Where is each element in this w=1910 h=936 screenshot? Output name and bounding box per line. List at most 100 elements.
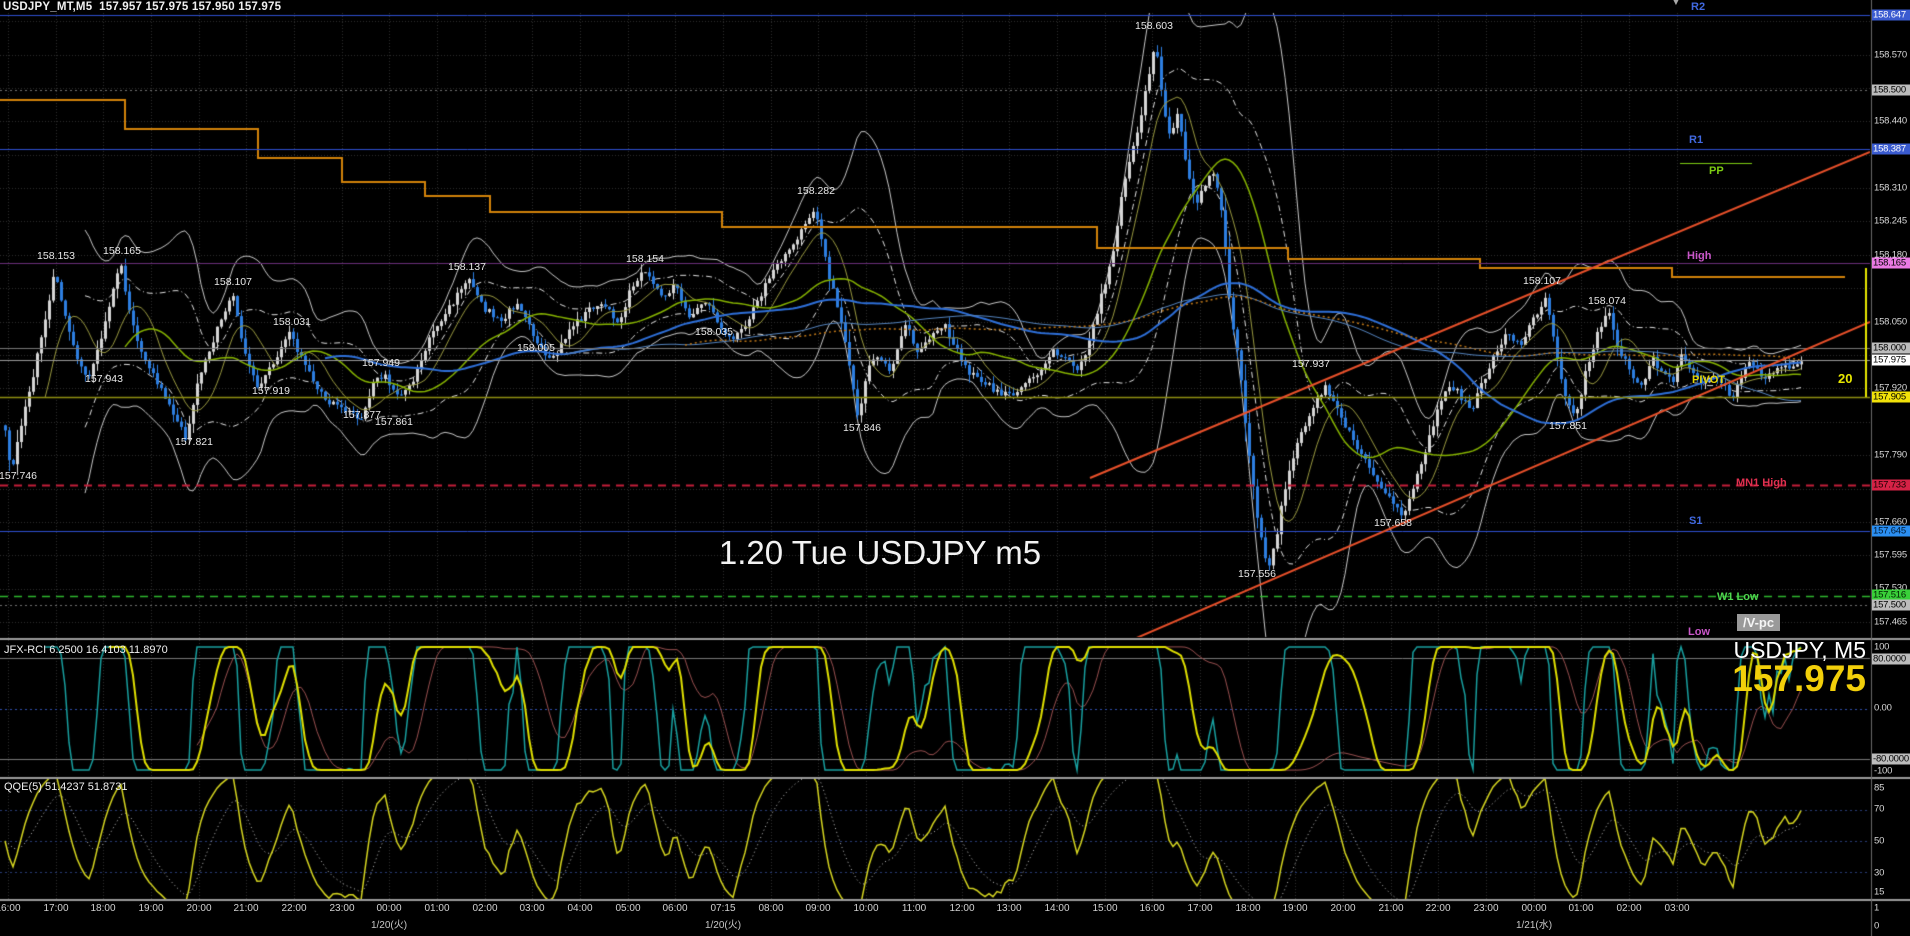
swing-label: 157.943 (85, 373, 123, 385)
swing-label: 157.877 (343, 409, 381, 421)
time-axis-label: 13:00 (996, 903, 1022, 914)
rci-big-price: 157.975 (1732, 658, 1866, 699)
swing-label: 158.282 (797, 185, 835, 197)
time-axis-label: 20:00 (186, 903, 212, 914)
swing-label: 157.746 (0, 470, 37, 482)
swing-label: 158.107 (214, 276, 252, 288)
swing-label: 158.153 (37, 250, 75, 262)
time-axis-label: 16:00 (0, 903, 21, 914)
qqe-axis-label: 70 (1874, 803, 1885, 815)
rci-axis-badge: 80.0000 (1872, 653, 1910, 665)
swing-label: 158.603 (1135, 20, 1173, 32)
time-axis-label: 00:00 (1521, 903, 1547, 914)
price-axis-badge: 157.516 (1872, 589, 1910, 601)
qqe-axis-label: 30 (1874, 867, 1885, 879)
price-axis-label: 157.595 (1874, 549, 1907, 561)
price-axis-label: 158.440 (1874, 115, 1907, 127)
qqe-axis-label: 1 (1874, 902, 1880, 914)
swing-label: 157.846 (843, 422, 881, 434)
indicator-watermark-badge: /V-pc (1737, 614, 1781, 631)
time-axis-label: 05:00 (615, 903, 641, 914)
price-axis-label: 158.310 (1874, 182, 1907, 194)
swing-label: 158.031 (273, 316, 311, 328)
price-axis-badge: 158.165 (1872, 257, 1910, 269)
time-axis-label: 17:00 (43, 903, 69, 914)
time-axis-label: 23:00 (329, 903, 355, 914)
time-axis-label: 18:00 (1235, 903, 1261, 914)
time-axis-label: 08:00 (758, 903, 784, 914)
price-axis-badge: 158.647 (1872, 9, 1910, 21)
rci-axis-badge: -80.0000 (1872, 753, 1910, 765)
price-axis-badge: 158.387 (1872, 143, 1910, 155)
swing-label: 157.861 (375, 416, 413, 428)
time-axis-label: 18:00 (90, 903, 116, 914)
level-label-R2: R2 (1691, 1, 1706, 13)
time-axis-label: 19:00 (138, 903, 164, 914)
rci-symbol-label: USDJPY, M5 (1733, 637, 1866, 663)
time-axis-label: 09:00 (805, 903, 831, 914)
level-label-PIVOT: PIVOT (1692, 374, 1726, 386)
qqe-axis-label: 85 (1874, 782, 1885, 794)
time-axis-label: 15:00 (1092, 903, 1118, 914)
date-axis-label: 1/20(火) (370, 920, 408, 931)
time-axis-label: 00:00 (376, 903, 402, 914)
time-axis-label: 03:00 (519, 903, 545, 914)
price-axis-badge: 158.000 (1872, 342, 1910, 354)
swing-label: 158.154 (626, 253, 664, 265)
swing-label: 158.005 (517, 342, 555, 354)
time-axis-label: 11:00 (901, 903, 927, 914)
price-axis-badge: 157.905 (1872, 391, 1910, 403)
time-axis-label: 12:00 (949, 903, 975, 914)
swing-label: 157.937 (1292, 358, 1330, 370)
time-axis-label: 19:00 (1282, 903, 1308, 914)
time-axis-label: 04:00 (567, 903, 593, 914)
price-axis-badge: 157.733 (1872, 479, 1910, 491)
price-axis-label: 158.245 (1874, 215, 1907, 227)
date-axis-label: 1/20(火) (704, 920, 742, 931)
time-axis-label: 22:00 (281, 903, 307, 914)
rci-axis-label: 0.00 (1874, 702, 1892, 714)
time-axis-label: 07:15 (710, 903, 736, 914)
time-axis-label: 17:00 (1187, 903, 1213, 914)
time-axis-label: 16:00 (1139, 903, 1165, 914)
chart-title: USDJPY_MT,M5 157.957 157.975 157.950 157… (3, 1, 281, 13)
time-axis-label: 02:00 (1616, 903, 1642, 914)
price-axis-label: 158.050 (1874, 316, 1907, 328)
time-axis-label: 01:00 (424, 903, 450, 914)
swing-label: 158.165 (103, 245, 141, 257)
price-axis-label: 158.180 (1874, 249, 1907, 261)
swing-label: 158.035 (695, 326, 733, 338)
chart-title-ohlc: 157.957 157.975 157.950 157.975 (99, 1, 282, 13)
time-axis-label: 14:00 (1044, 903, 1070, 914)
bar-countdown: 20 (1838, 371, 1853, 386)
chart-shift-marker-icon[interactable]: ▼ (1671, 0, 1681, 8)
time-axis-label: 20:00 (1330, 903, 1356, 914)
price-axis-label: 157.790 (1874, 449, 1907, 461)
time-axis-label: 06:00 (662, 903, 688, 914)
qqe-axis-label: 0 (1874, 920, 1880, 932)
time-axis-label: 21:00 (233, 903, 259, 914)
swing-label: 158.137 (448, 261, 486, 273)
time-axis-label: 03:00 (1664, 903, 1690, 914)
chart-title-symbol: USDJPY_MT,M5 (3, 1, 93, 13)
swing-label: 157.949 (362, 357, 400, 369)
price-axis-badge: 158.500 (1872, 84, 1910, 96)
price-axis-label: 158.570 (1874, 49, 1907, 61)
chart-watermark: 1.20 Tue USDJPY m5 (718, 534, 1042, 571)
price-axis-badge: 157.500 (1872, 599, 1910, 611)
price-axis-label: 157.530 (1874, 582, 1907, 594)
swing-label: 157.919 (252, 385, 290, 397)
swing-label: 158.074 (1588, 295, 1626, 307)
qqe-axis-label: 50 (1874, 835, 1885, 847)
price-axis-badge: 157.645 (1872, 525, 1910, 537)
swing-label: 157.658 (1374, 517, 1412, 529)
time-axis-label: 10:00 (853, 903, 879, 914)
rci-axis-label: -100 (1874, 765, 1893, 777)
level-label-Low: Low (1688, 626, 1710, 638)
price-axis-label: 157.465 (1874, 616, 1907, 628)
swing-label: 157.851 (1549, 420, 1587, 432)
level-label-High: High (1687, 250, 1712, 262)
level-label-PP: PP (1709, 165, 1724, 177)
